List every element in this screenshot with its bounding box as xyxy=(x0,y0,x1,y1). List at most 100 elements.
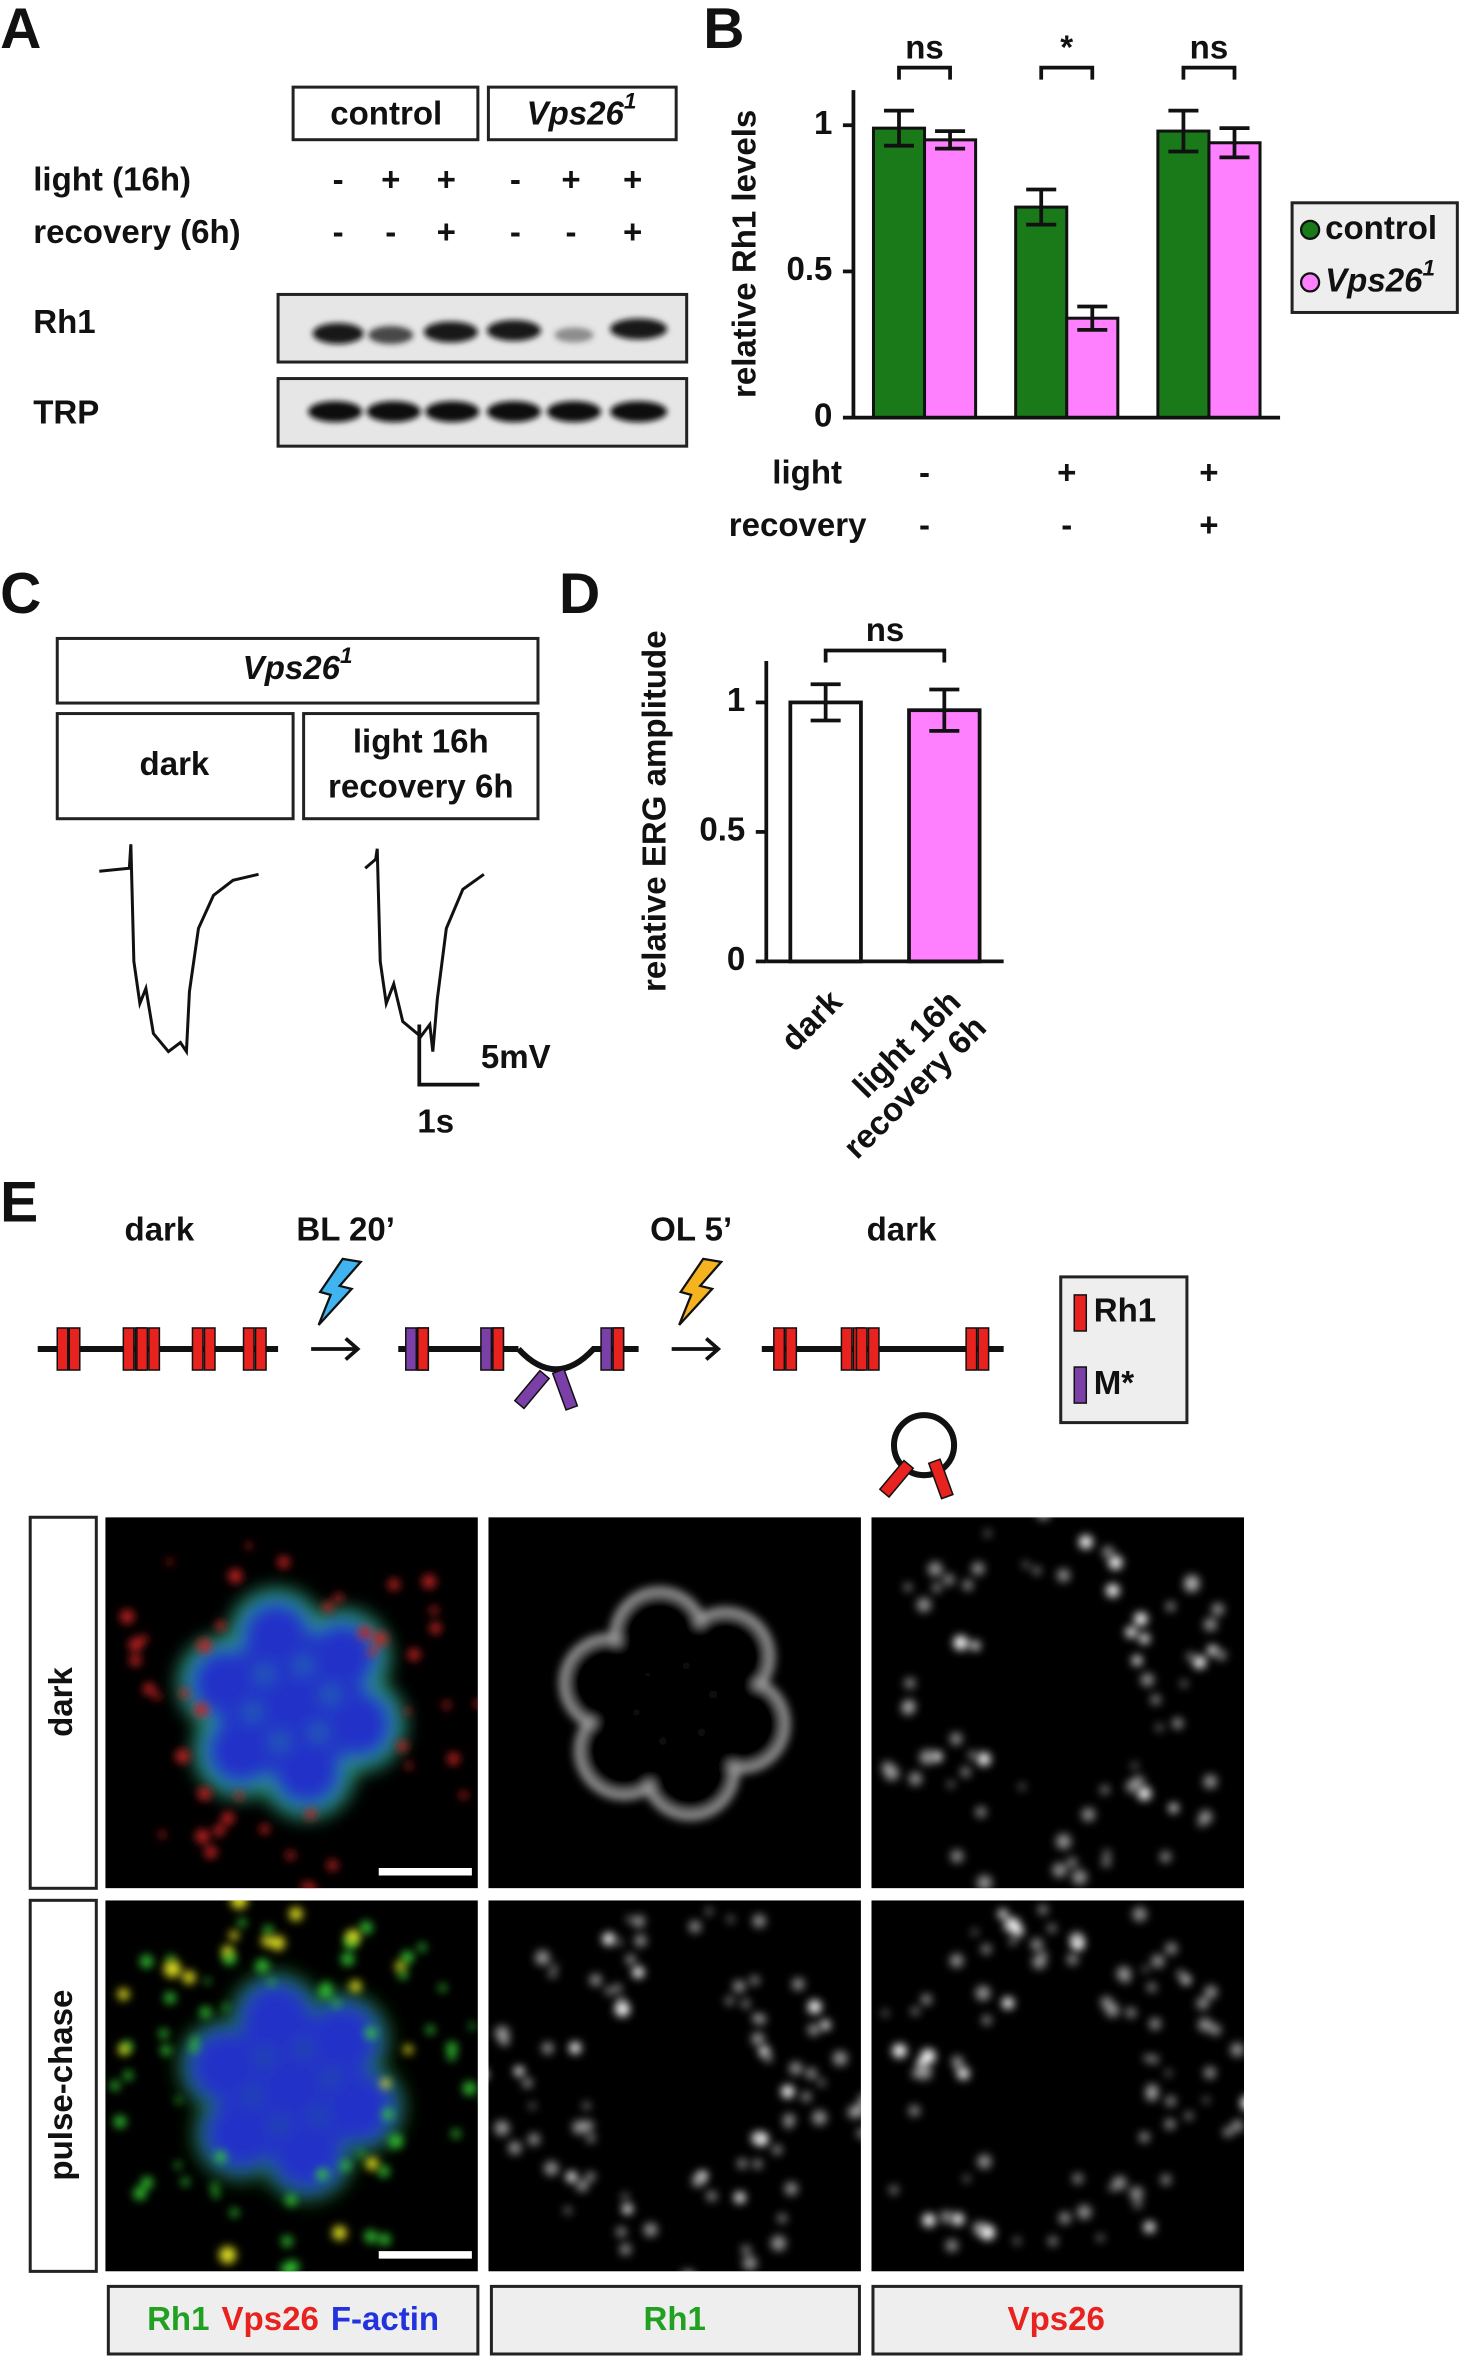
punctum xyxy=(734,2192,746,2204)
punctum xyxy=(807,2023,820,2036)
band xyxy=(425,401,480,423)
band xyxy=(423,321,478,343)
punctum xyxy=(684,2270,693,2272)
punctum xyxy=(1102,1546,1114,1558)
micrographs xyxy=(105,1517,1245,2272)
punctum xyxy=(705,1908,713,1915)
header-label: Vps261 xyxy=(243,643,353,686)
punctum xyxy=(1150,1694,1161,1705)
punctum xyxy=(582,2102,591,2110)
punctum xyxy=(1047,1924,1057,1933)
punctum xyxy=(204,1977,211,1985)
condition-label: light 16h xyxy=(353,723,489,760)
condition-sign: + xyxy=(1057,454,1076,491)
condition-sign: - xyxy=(919,454,930,491)
punctum xyxy=(221,1811,235,1825)
puncta xyxy=(110,1918,477,2272)
rhodopsin xyxy=(600,1327,613,1371)
punctum xyxy=(179,1688,190,1699)
legend-label: M* xyxy=(1094,1365,1135,1402)
legend-box xyxy=(1290,201,1459,314)
panel-label: E xyxy=(0,1170,38,1234)
punctum xyxy=(462,2081,477,2096)
sign: - xyxy=(333,162,344,199)
punctum xyxy=(222,1945,234,1957)
rhabdomere xyxy=(306,2003,379,2076)
rhodopsin xyxy=(867,1327,880,1371)
punctum xyxy=(425,2025,435,2035)
bolt xyxy=(678,1257,724,1326)
arrow xyxy=(311,1337,361,1361)
punctum xyxy=(689,1920,701,1933)
cells xyxy=(177,1971,406,2203)
legend-swatch xyxy=(1073,1294,1088,1332)
punctum xyxy=(971,1562,985,1575)
punctum xyxy=(1165,1942,1178,1955)
rhodopsin xyxy=(242,1327,255,1371)
punctum xyxy=(365,2157,379,2171)
punctum xyxy=(832,2051,848,2066)
punctum xyxy=(544,2161,559,2176)
punctum xyxy=(1103,1850,1111,1858)
punctum xyxy=(569,2042,581,2054)
punctum xyxy=(742,2256,757,2271)
micrograph xyxy=(105,1900,478,2272)
punctum xyxy=(535,1950,550,1966)
legend-label: control xyxy=(1325,210,1437,247)
punctum xyxy=(451,2129,461,2139)
punctum xyxy=(197,1638,212,1654)
punctum xyxy=(129,1654,142,1667)
punctum xyxy=(922,2213,936,2227)
rhodopsin xyxy=(855,1327,868,1371)
punctum xyxy=(378,2233,391,2246)
punctum xyxy=(143,1682,156,1696)
rhodopsin xyxy=(405,1327,418,1371)
group-box xyxy=(486,85,678,142)
rhabdomere xyxy=(255,2050,328,2123)
punctum xyxy=(1002,1997,1014,2010)
punctum xyxy=(1203,1774,1218,1789)
punctum xyxy=(494,2026,510,2041)
punctum xyxy=(213,1824,225,1837)
punctum xyxy=(1106,1583,1120,1598)
punctum xyxy=(759,2046,770,2057)
band xyxy=(610,318,668,340)
punctum xyxy=(857,2128,861,2139)
punctum xyxy=(752,1914,766,1928)
condition-sign: - xyxy=(919,507,930,544)
rhabdomere xyxy=(270,1734,343,1807)
punctum xyxy=(263,1925,274,1936)
punctum xyxy=(228,1568,243,1584)
punctum xyxy=(605,1986,614,1996)
punctum xyxy=(548,1970,557,1978)
punctum xyxy=(882,2009,889,2017)
punctum xyxy=(404,1951,413,1960)
punctum xyxy=(741,1999,750,2009)
punctum xyxy=(889,2185,899,2195)
header-box xyxy=(55,636,540,705)
blot-label: Rh1 xyxy=(33,304,95,341)
punctum xyxy=(174,2161,182,2169)
punctum xyxy=(932,1751,943,1762)
step-label: BL 20’ xyxy=(296,1212,395,1249)
error-bar xyxy=(935,129,966,151)
punctum xyxy=(613,1984,623,1993)
punctum xyxy=(1077,2205,1092,2220)
rhodopsin xyxy=(203,1327,216,1371)
micrograph-bg xyxy=(871,1900,1245,2272)
y-tick-label: 0.5 xyxy=(699,812,745,849)
error-bar xyxy=(810,682,841,723)
punctum xyxy=(508,2141,522,2155)
punctum xyxy=(1132,1907,1147,1922)
rhodopsin xyxy=(191,1327,204,1371)
punctum xyxy=(341,1952,355,1966)
punctum xyxy=(139,1634,148,1644)
punctum xyxy=(945,2239,958,2252)
bar xyxy=(788,700,863,964)
punctum xyxy=(621,2193,629,2200)
legend-marker xyxy=(1299,272,1321,293)
legend-text: control xyxy=(1325,210,1437,247)
punctum xyxy=(1032,1566,1041,1575)
punctum xyxy=(801,2091,812,2102)
sign: + xyxy=(381,162,400,199)
